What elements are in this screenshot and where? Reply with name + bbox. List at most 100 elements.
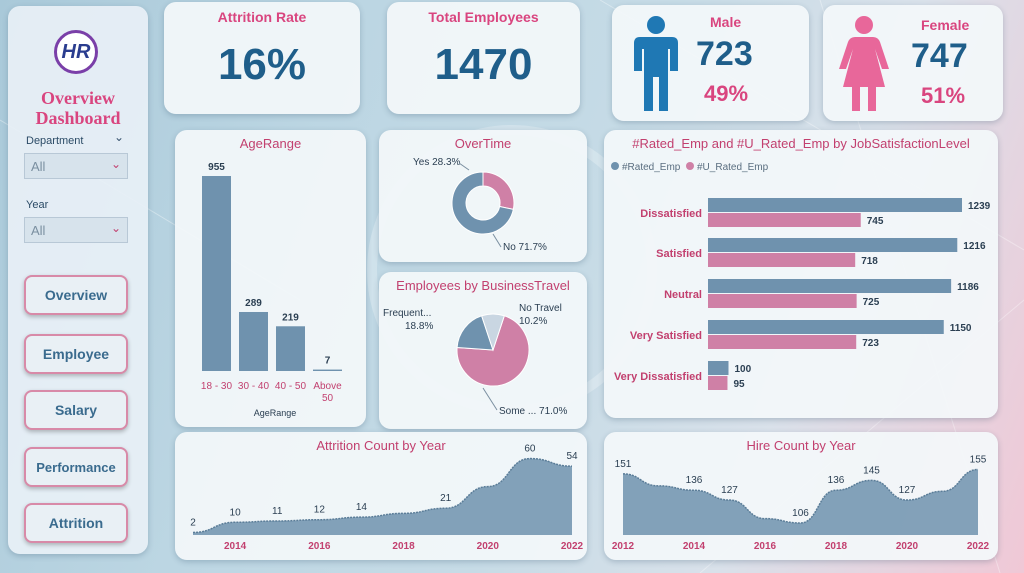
nav-overview-button[interactable]: Overview xyxy=(24,275,128,315)
kpi-female: Female 747 51% xyxy=(823,5,1003,121)
age-range-title: AgeRange xyxy=(239,136,302,151)
area-tick-label: 2022 xyxy=(967,541,990,552)
travel-label-frequent-pct: 18.8% xyxy=(405,321,433,332)
rated-value: 1216 xyxy=(963,241,986,252)
business-travel-title: Employees by BusinessTravel xyxy=(396,278,570,293)
area-data-label: 151 xyxy=(615,459,632,470)
area-tick-label: 2016 xyxy=(754,541,777,552)
dashboard-title: Overview Dashboard xyxy=(8,88,148,128)
satisfaction-category-label: Dissatisfied xyxy=(640,208,702,220)
age-bar-value: 7 xyxy=(325,356,331,367)
female-title: Female xyxy=(921,17,970,33)
area-data-label: 155 xyxy=(970,454,987,465)
satisfaction-category-label: Neutral xyxy=(664,289,702,301)
department-value: All xyxy=(31,159,46,174)
legend-urated-label: #U_Rated_Emp xyxy=(697,162,769,173)
area-tick-label: 2014 xyxy=(683,541,706,552)
area-tick-label: 2018 xyxy=(392,541,415,552)
urated-bar xyxy=(708,213,861,227)
travel-label-frequent: Frequent... xyxy=(383,308,431,319)
area-data-label: 145 xyxy=(863,465,880,476)
kpi-attrition-title: Attrition Rate xyxy=(217,9,307,25)
female-count: 747 xyxy=(911,37,968,75)
job-satisfaction-card: #Rated_Emp and #U_Rated_Emp by JobSatisf… xyxy=(604,130,998,418)
nav-performance-button[interactable]: Performance xyxy=(24,447,128,487)
age-bar xyxy=(202,176,231,371)
male-count: 723 xyxy=(696,35,753,73)
legend-rated-marker xyxy=(611,162,619,170)
overtime-slice xyxy=(451,171,514,235)
age-bar-value: 219 xyxy=(282,312,299,323)
chevron-down-icon: ⌄ xyxy=(110,221,121,235)
rated-bar xyxy=(708,320,944,334)
area-data-label: 54 xyxy=(566,451,578,462)
leader-line xyxy=(482,387,498,411)
hr-logo: HR xyxy=(54,30,98,74)
leader-line xyxy=(492,233,502,248)
area-data-label: 136 xyxy=(828,475,845,486)
travel-label-notravel-pct: 10.2% xyxy=(519,316,547,327)
business-travel-pie-chart: Frequent... 18.8% No Travel 10.2% Some ... 7… xyxy=(383,303,567,417)
year-dropdown[interactable]: All ⌄ xyxy=(24,217,128,243)
area-tick-label: 2016 xyxy=(308,541,331,552)
urated-bar xyxy=(708,294,857,308)
urated-value: 723 xyxy=(862,338,879,349)
male-title: Male xyxy=(710,14,742,30)
nav-employee-button[interactable]: Employee xyxy=(24,334,128,374)
overtime-label-yes: Yes 28.3% xyxy=(413,157,461,168)
area-line xyxy=(192,457,573,534)
age-bar xyxy=(239,311,268,371)
job-satisfaction-title: #Rated_Emp and #U_Rated_Emp by JobSatisf… xyxy=(632,136,970,151)
age-axis-label: AgeRange xyxy=(254,408,297,418)
area-fill xyxy=(193,458,572,535)
overtime-donut-chart: Yes 28.3% No 71.7% xyxy=(413,157,547,253)
nav-salary-button[interactable]: Salary xyxy=(24,390,128,430)
urated-value: 95 xyxy=(733,379,745,390)
kpi-total-title: Total Employees xyxy=(428,9,539,25)
year-label: Year xyxy=(26,199,49,211)
area-fill xyxy=(623,469,978,535)
job-satisfaction-bar-chart: #Rated_Emp #U_Rated_Emp 1239 745 Dissatisfie… xyxy=(611,162,991,390)
urated-bar xyxy=(708,253,856,267)
urated-value: 745 xyxy=(867,216,884,227)
urated-bar xyxy=(708,376,728,390)
dashboard-title-line1: Overview xyxy=(41,88,115,108)
area-tick-label: 2018 xyxy=(825,541,848,552)
attrition-area-chart: 2 10 11 12 14 21 60 54 2014 2016 2018 2020 2022 xyxy=(190,444,584,552)
business-travel-card: Employees by BusinessTravel Frequent... 1… xyxy=(379,272,587,429)
satisfaction-category-label: Very Dissatisfied xyxy=(614,371,702,383)
overtime-title: OverTime xyxy=(454,136,512,151)
area-tick-label: 2022 xyxy=(561,541,584,552)
urated-value: 718 xyxy=(861,256,878,267)
leader-line xyxy=(458,162,470,171)
attrition-by-year-card: Attrition Count by Year 2 10 11 12 14 21 60 54 2… xyxy=(175,432,587,560)
female-person-icon xyxy=(839,16,889,111)
rated-value: 1186 xyxy=(957,282,979,293)
area-data-label: 14 xyxy=(356,502,368,513)
age-bar xyxy=(313,369,342,371)
rated-value: 1150 xyxy=(950,323,972,334)
travel-label-some: Some ... 71.0% xyxy=(499,406,567,417)
kpi-total-value: 1470 xyxy=(434,40,533,89)
nav-attrition-button[interactable]: Attrition xyxy=(24,503,128,543)
rated-bar xyxy=(708,198,962,212)
age-bar xyxy=(276,326,305,371)
age-tick-label: Above xyxy=(313,381,342,392)
rated-value: 1239 xyxy=(968,201,991,212)
area-data-label: 10 xyxy=(230,507,242,518)
dashboard-title-line2: Dashboard xyxy=(35,108,121,128)
area-data-label: 11 xyxy=(272,506,283,517)
area-data-label: 60 xyxy=(524,444,536,455)
satisfaction-category-label: Very Satisfied xyxy=(630,330,702,342)
area-data-label: 2 xyxy=(190,517,196,528)
rated-bar xyxy=(708,279,952,293)
hire-area-chart: 151 136 127 106 136 145 127 155 2012 2014 2016 2018… xyxy=(612,454,990,552)
department-dropdown[interactable]: All ⌄ xyxy=(24,153,128,179)
age-bar-value: 955 xyxy=(208,162,225,173)
kpi-male: Male 723 49% xyxy=(612,5,809,121)
department-chevron-icon[interactable]: ⌄ xyxy=(114,130,125,144)
area-tick-label: 2020 xyxy=(477,541,500,552)
age-range-card: AgeRange 955 18 - 30 289 30 - 40 219 40 - 50 7… xyxy=(175,130,366,427)
area-data-label: 127 xyxy=(899,485,916,496)
year-value: All xyxy=(31,223,46,238)
